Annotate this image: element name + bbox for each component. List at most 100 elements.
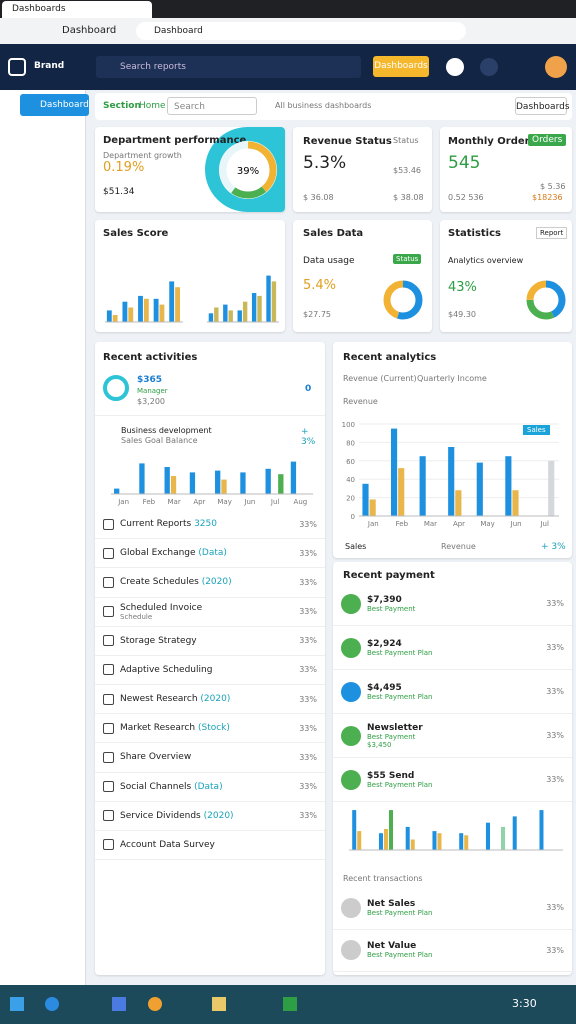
x-tick-label: Mar — [168, 498, 181, 506]
bar — [476, 462, 483, 516]
card-tag: Orders — [528, 134, 567, 146]
nav-item[interactable]: Dashboard — [20, 94, 89, 117]
list-item[interactable]: Social Channels (Data) 33% — [95, 773, 325, 802]
url-field[interactable]: Dashboard — [136, 22, 466, 40]
list-item[interactable]: Scheduled Invoice Schedule 33% — [95, 598, 325, 627]
list-item[interactable]: Adaptive Scheduling 33% — [95, 656, 325, 686]
donut: 39% — [219, 141, 277, 199]
taskbar: 3:30 — [0, 985, 576, 1024]
item-value: 33% — [546, 731, 564, 740]
y-tick-label: 0 — [351, 513, 355, 521]
bar — [265, 468, 271, 494]
bar — [383, 829, 388, 850]
app-icon[interactable] — [283, 997, 297, 1011]
icon — [341, 681, 361, 702]
list-item[interactable]: Market Research (Stock) 33% — [95, 714, 325, 744]
list-item[interactable]: Net Value Best Payment Plan 33% — [333, 930, 572, 972]
header-button[interactable]: Dashboards — [373, 56, 429, 77]
toolbar-search[interactable]: Search — [167, 97, 257, 115]
panel-title: Recent payment — [343, 570, 435, 581]
panel-sub: Revenue (Current) — [343, 374, 417, 383]
card-title: Revenue Status — [303, 136, 392, 147]
avatar — [103, 375, 129, 401]
summary-value: + 3% — [301, 427, 316, 447]
list-item[interactable]: Storage Strategy 33% — [95, 627, 325, 656]
item-value: 33% — [546, 643, 564, 652]
list-item[interactable]: Share Overview 33% — [95, 743, 325, 773]
bar — [215, 470, 221, 494]
icon — [341, 637, 361, 658]
bar — [128, 307, 134, 322]
item-text: Newsletter Best Payment $3,450 — [367, 723, 540, 749]
donut-segment — [383, 280, 423, 320]
card-value: 0.19% — [103, 160, 145, 175]
x-tick-label: Feb — [143, 498, 156, 506]
item-title: Account Data Survey — [120, 839, 215, 850]
list-item[interactable]: Account Data Survey — [95, 831, 325, 861]
icon — [103, 781, 114, 793]
bar — [138, 295, 143, 322]
item-tag: 3250 — [194, 519, 217, 530]
icon — [341, 593, 361, 614]
donut-center — [219, 141, 277, 199]
item-value: 33% — [299, 782, 317, 792]
app-icon[interactable] — [148, 997, 162, 1011]
app-icon[interactable] — [212, 997, 226, 1011]
app-icon[interactable] — [112, 997, 126, 1011]
list-item[interactable]: Create Schedules (2020) 33% — [95, 568, 325, 598]
item-title: Social Channels — [120, 781, 192, 792]
card-value: 43% — [448, 280, 477, 295]
list-item[interactable]: Net Sales Best Payment Plan 33% — [333, 887, 572, 930]
logo[interactable] — [8, 58, 26, 76]
search[interactable]: Search reports — [96, 56, 361, 78]
icon[interactable] — [446, 58, 464, 76]
item-text: Create Schedules (2020) — [120, 577, 293, 587]
list-item[interactable]: Current Reports 3250 33% — [95, 510, 325, 540]
tab[interactable]: Section — [103, 101, 141, 111]
bar — [459, 833, 464, 850]
start[interactable] — [10, 997, 24, 1011]
item-tag: (2020) — [201, 577, 232, 588]
list-item[interactable]: Newsletter Best Payment $3,450 33% — [333, 714, 572, 758]
tab[interactable]: Home — [139, 101, 166, 111]
bar — [214, 307, 219, 322]
bar — [257, 295, 262, 322]
bar — [153, 298, 159, 322]
icon — [103, 576, 114, 588]
icon — [103, 693, 114, 705]
toolbar-button[interactable]: Dashboards — [515, 97, 570, 115]
list-item[interactable]: Newest Research (2020) 33% — [95, 685, 325, 715]
bar — [106, 310, 112, 322]
icon[interactable] — [480, 58, 498, 76]
list-item[interactable]: Service Dividends (2020) 33% — [95, 802, 325, 831]
item-sub: Best Payment Plan — [367, 951, 433, 960]
item-title: Market Research — [120, 723, 196, 734]
tab[interactable]: Dashboards — [2, 1, 152, 18]
item-sub: Best Payment Plan — [367, 780, 433, 789]
list-item[interactable]: $4,495 Best Payment Plan 33% — [333, 670, 572, 714]
item-value: 33% — [546, 687, 564, 696]
summary-title: Business development — [121, 426, 212, 435]
card: Sales Score — [95, 220, 285, 332]
list-item[interactable]: $2,924 Best Payment Plan 33% — [333, 626, 572, 670]
list-item[interactable]: Global Exchange (Data) 33% — [95, 539, 325, 569]
list-item[interactable]: $7,390 Best Payment 33% — [333, 582, 572, 626]
item-title: Current Reports — [120, 519, 192, 530]
list-item[interactable]: $55 Send Best Payment Plan 33% — [333, 758, 572, 802]
avatar[interactable] — [545, 56, 567, 78]
toolbar: Section Home Search All business dashboa… — [95, 93, 572, 120]
bar — [419, 456, 426, 516]
donut — [383, 280, 423, 320]
item-text: Market Research (Stock) — [120, 723, 293, 733]
card-sub: $53.46 — [393, 166, 421, 175]
item-text: Newest Research (2020) — [120, 694, 293, 704]
chart-label: Revenue — [343, 397, 378, 406]
panel: Recent analytics Revenue (Current) Quart… — [333, 342, 572, 558]
x-tick-label: Jun — [510, 520, 522, 528]
item-title: Net Value — [367, 941, 417, 952]
card-value: 545 — [448, 153, 481, 173]
bar — [114, 488, 120, 494]
item-value: 33% — [546, 775, 564, 784]
item-text: Account Data Survey — [120, 840, 317, 850]
app-icon[interactable] — [45, 997, 59, 1011]
